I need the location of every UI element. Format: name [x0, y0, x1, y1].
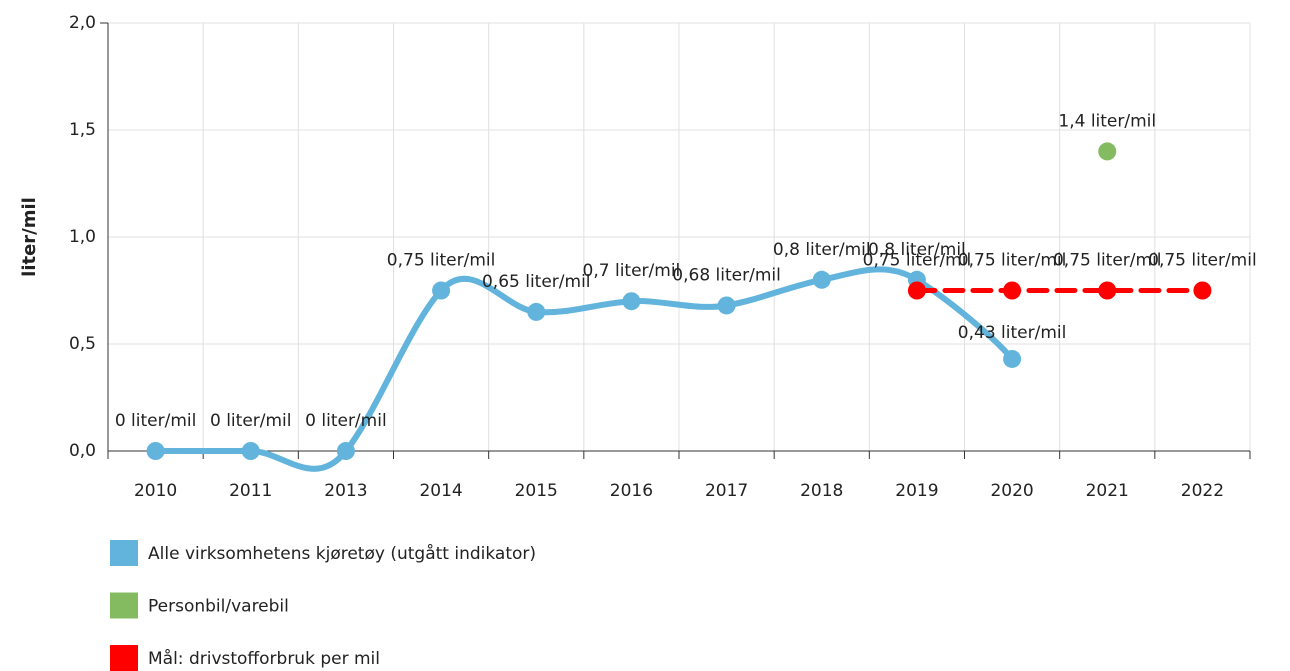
- data-label: 0,43 liter/mil: [958, 323, 1067, 343]
- x-tick-label: 2016: [610, 481, 653, 501]
- legend-label: Personbil/varebil: [148, 597, 289, 617]
- point: [1098, 281, 1117, 300]
- data-label: 1,4 liter/mil: [1058, 111, 1156, 131]
- x-tick-label: 2014: [419, 481, 462, 501]
- point: [717, 296, 736, 315]
- data-label: 0,8 liter/mil: [773, 240, 871, 260]
- point: [432, 281, 451, 300]
- data-label: 0,65 liter/mil: [482, 272, 591, 292]
- series-line: [152, 266, 1016, 472]
- x-tick-label: 2018: [800, 481, 843, 501]
- point: [241, 442, 260, 460]
- data-label: 0,75 liter/mil: [1148, 251, 1257, 271]
- data-label: 0,75 liter/mil: [863, 251, 972, 271]
- point: [1193, 281, 1212, 300]
- legend-label: Alle virksomhetens kjøretøy (utgått indi…: [148, 543, 536, 564]
- data-label: 0,75 liter/mil: [958, 251, 1067, 271]
- point: [1003, 349, 1022, 368]
- point: [336, 442, 355, 460]
- y-tick-label: 2,0: [69, 13, 96, 33]
- point: [907, 281, 926, 300]
- x-tick-label: 2013: [324, 481, 367, 501]
- legend-swatch: [110, 645, 138, 671]
- x-tick-label: 2017: [705, 481, 748, 501]
- legend-swatch: [110, 540, 138, 566]
- data-label: 0 liter/mil: [305, 411, 387, 431]
- y-tick-label: 1,0: [69, 227, 96, 247]
- data-label: 0 liter/mil: [115, 411, 197, 431]
- grid: [107, 22, 1251, 451]
- x-tick-label: 2021: [1086, 481, 1129, 501]
- y-tick-label: 0,5: [69, 334, 96, 354]
- data-label: 0 liter/mil: [210, 411, 292, 431]
- data-label: 0,7 liter/mil: [583, 261, 681, 281]
- point: [1003, 281, 1022, 300]
- point: [1098, 142, 1117, 161]
- x-tick-label: 2019: [895, 481, 938, 501]
- data-label: 0,75 liter/mil: [1053, 251, 1162, 271]
- y-tick-label: 1,5: [69, 120, 96, 140]
- x-tick-label: 2020: [990, 481, 1033, 501]
- x-tick-label: 2011: [229, 481, 272, 501]
- point: [812, 270, 831, 289]
- data-label: 0,8 liter/mil: [868, 240, 966, 260]
- x-tick-label: 2015: [515, 481, 558, 501]
- data-label: 0,75 liter/mil: [387, 251, 496, 271]
- y-axis-label: liter/mil: [19, 197, 40, 277]
- legend-label: Mål: drivstofforbruk per mil: [148, 648, 380, 669]
- legend-swatch: [110, 592, 138, 619]
- x-tick-label: 2022: [1181, 481, 1224, 501]
- point: [622, 292, 641, 311]
- point: [146, 442, 165, 460]
- data-label: 0,68 liter/mil: [672, 265, 781, 285]
- point: [527, 302, 546, 321]
- x-tick-label: 2010: [134, 481, 177, 501]
- y-tick-label: 0,0: [69, 441, 96, 461]
